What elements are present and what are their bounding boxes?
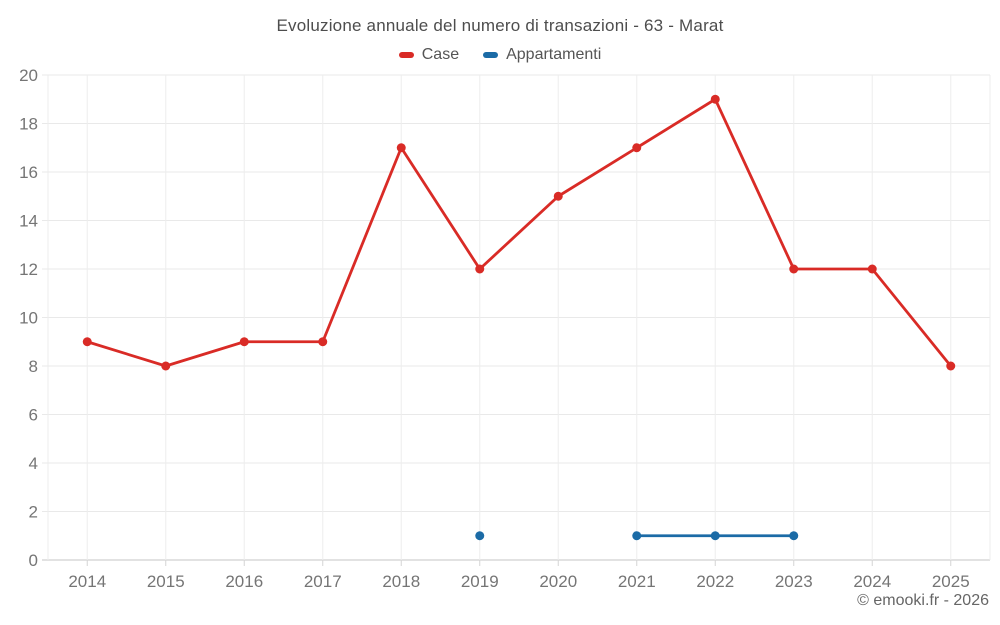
legend-label-case: Case bbox=[421, 46, 460, 63]
y-axis-tick-label: 2 bbox=[29, 503, 38, 522]
y-axis-tick-label: 14 bbox=[19, 212, 38, 231]
data-point-case[interactable] bbox=[318, 337, 328, 347]
data-point-case[interactable] bbox=[475, 264, 485, 274]
data-point-case[interactable] bbox=[161, 361, 171, 371]
y-axis-tick-label: 18 bbox=[19, 115, 38, 134]
legend-swatch-appartamenti-icon bbox=[483, 52, 499, 58]
chart-title: Evoluzione annuale del numero di transaz… bbox=[276, 16, 724, 35]
y-axis-tick-label: 10 bbox=[19, 309, 38, 328]
y-axis-tick-label: 4 bbox=[29, 454, 38, 473]
x-axis-tick-label: 2020 bbox=[539, 572, 577, 591]
data-point-case[interactable] bbox=[239, 337, 249, 347]
x-axis-tick-label: 2017 bbox=[304, 572, 342, 591]
x-axis-tick-label: 2022 bbox=[696, 572, 734, 591]
data-point-case[interactable] bbox=[553, 191, 563, 201]
x-axis-tick-label: 2024 bbox=[853, 572, 891, 591]
y-axis-tick-label: 12 bbox=[19, 260, 38, 279]
data-point-case[interactable] bbox=[789, 264, 799, 274]
legend-item-appartamenti[interactable]: Appartamenti bbox=[483, 46, 601, 64]
legend-label-appartamenti: Appartamenti bbox=[506, 46, 602, 63]
y-axis-tick-label: 20 bbox=[19, 66, 38, 85]
x-axis-tick-label: 2014 bbox=[68, 572, 106, 591]
data-point-case[interactable] bbox=[82, 337, 92, 347]
data-point-appartamenti[interactable] bbox=[475, 531, 485, 541]
x-axis-tick-label: 2018 bbox=[382, 572, 420, 591]
data-point-case[interactable] bbox=[867, 264, 877, 274]
y-axis-tick-label: 16 bbox=[19, 163, 38, 182]
data-point-appartamenti[interactable] bbox=[789, 531, 799, 541]
x-axis-tick-label: 2015 bbox=[147, 572, 185, 591]
data-point-appartamenti[interactable] bbox=[710, 531, 720, 541]
y-axis-tick-label: 0 bbox=[29, 551, 38, 570]
x-axis-tick-label: 2025 bbox=[932, 572, 970, 591]
legend-item-case[interactable]: Case bbox=[398, 46, 460, 64]
x-axis-tick-label: 2016 bbox=[225, 572, 263, 591]
x-axis-tick-label: 2019 bbox=[461, 572, 499, 591]
legend-swatch-case-icon bbox=[398, 52, 414, 58]
x-axis-tick-label: 2023 bbox=[775, 572, 813, 591]
y-axis-tick-label: 8 bbox=[29, 357, 38, 376]
copyright-text: © emooki.fr - 2026 bbox=[857, 592, 989, 609]
data-point-case[interactable] bbox=[710, 94, 720, 104]
chart-legend: Case Appartamenti bbox=[0, 46, 1000, 64]
data-point-case[interactable] bbox=[632, 143, 642, 153]
data-point-appartamenti[interactable] bbox=[632, 531, 642, 541]
data-point-case[interactable] bbox=[946, 361, 956, 371]
series-line-case bbox=[85, 97, 953, 368]
y-axis-tick-label: 6 bbox=[29, 406, 38, 425]
data-point-case[interactable] bbox=[396, 143, 406, 153]
x-axis-tick-label: 2021 bbox=[618, 572, 656, 591]
